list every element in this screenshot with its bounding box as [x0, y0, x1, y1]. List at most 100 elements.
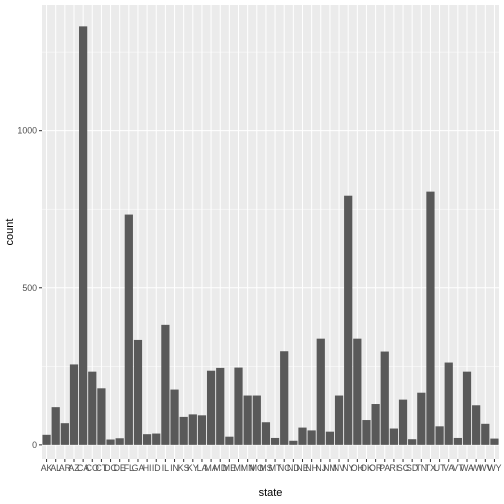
bar-MN: [243, 395, 252, 445]
bar-ND: [289, 440, 298, 445]
bar-PA: [380, 351, 389, 445]
x-tick-label-AR: AR: [59, 463, 71, 473]
y-tick-label: 0: [32, 440, 37, 450]
bar-NM: [325, 431, 335, 445]
x-tick-label-WY: WY: [487, 463, 501, 473]
bar-UT: [435, 426, 444, 445]
bar-MT: [270, 437, 280, 445]
bar-RI: [389, 428, 399, 445]
bar-MI: [234, 367, 243, 445]
bar-OK: [362, 420, 371, 445]
x-tick-label-SC: SC: [397, 463, 410, 473]
y-tick-label: 500: [22, 283, 37, 293]
x-tick-label-TN: TN: [415, 463, 427, 473]
bar-OR: [371, 404, 380, 445]
bar-SC: [398, 399, 408, 445]
x-tick-label-HI: HI: [143, 463, 152, 473]
bar-HI: [142, 434, 152, 445]
x-tick-label-DE: DE: [114, 463, 126, 473]
y-axis-ticks: 0 500 1000: [17, 126, 42, 450]
x-axis-title: state: [259, 487, 283, 499]
x-tick-label-NH: NH: [305, 463, 318, 473]
x-tick-label-UT: UT: [434, 463, 446, 473]
x-tick-label-OR: OR: [369, 463, 382, 473]
bar-DE: [115, 438, 124, 445]
bar-CA: [79, 26, 88, 445]
x-tick-label-CT: CT: [96, 463, 108, 473]
x-tick-label-AK: AK: [41, 463, 53, 473]
bar-WV: [481, 423, 490, 445]
bar-ID: [152, 433, 161, 445]
x-tick-label-AL: AL: [50, 463, 61, 473]
x-tick-label-NE: NE: [296, 463, 308, 473]
bar-MS: [261, 422, 271, 445]
x-tick-label-NC: NC: [278, 463, 291, 473]
x-tick-label-GA: GA: [132, 463, 145, 473]
x-tick-label-CO: CO: [86, 463, 99, 473]
x-tick-label-FL: FL: [124, 463, 134, 473]
x-tick-label-MS: MS: [259, 463, 272, 473]
x-tick-label-VT: VT: [452, 463, 464, 473]
bar-AL: [51, 407, 60, 445]
x-tick-label-AZ: AZ: [68, 463, 80, 473]
x-tick-label-ND: ND: [287, 463, 300, 473]
x-tick-label-RI: RI: [389, 463, 398, 473]
bar-NY: [344, 195, 353, 445]
bar-IL: [161, 324, 170, 445]
bar-NJ: [316, 338, 325, 445]
bar-AZ: [69, 364, 79, 445]
x-tick-label-IN: IN: [170, 463, 179, 473]
x-tick-label-WI: WI: [471, 463, 482, 473]
x-tick-label-VA: VA: [443, 463, 454, 473]
bar-NH: [307, 430, 316, 445]
bar-WI: [472, 405, 481, 445]
x-tick-label-MN: MN: [241, 463, 255, 473]
panel-background: [42, 5, 499, 459]
bar-CT: [97, 388, 106, 445]
bar-TN: [417, 392, 426, 445]
bar-NV: [334, 395, 344, 445]
bar-WY: [490, 438, 499, 445]
x-tick-label-CA: CA: [77, 463, 89, 473]
x-tick-label-MD: MD: [213, 463, 227, 473]
x-tick-label-MA: MA: [204, 463, 217, 473]
x-tick-label-NY: NY: [342, 463, 354, 473]
x-tick-label-TX: TX: [425, 463, 436, 473]
x-tick-label-KS: KS: [178, 463, 190, 473]
x-tick-label-IL: IL: [162, 463, 169, 473]
bar-CO: [88, 371, 97, 445]
bar-VA: [444, 362, 453, 445]
x-tick-label-KY: KY: [187, 463, 199, 473]
x-tick-label-OH: OH: [351, 463, 364, 473]
bar-FL: [124, 214, 133, 445]
bar-AR: [60, 423, 69, 445]
bar-MA: [206, 370, 216, 445]
bar-VT: [453, 437, 462, 445]
bar-GA: [133, 339, 143, 445]
bar-LA: [197, 415, 207, 445]
x-tick-label-ID: ID: [152, 463, 161, 473]
bar-DC: [106, 439, 115, 445]
x-tick-label-NJ: NJ: [315, 463, 326, 473]
bar-OH: [353, 338, 362, 445]
x-tick-label-OK: OK: [360, 463, 373, 473]
bars: [42, 26, 499, 445]
x-tick-label-MI: MI: [234, 463, 244, 473]
y-axis-title: count: [4, 219, 16, 246]
x-tick-label-PA: PA: [379, 463, 390, 473]
bar-KY: [188, 414, 197, 445]
x-tick-label-NV: NV: [333, 463, 345, 473]
bar-KS: [179, 416, 188, 445]
bar-NE: [298, 427, 307, 445]
x-tick-label-WV: WV: [478, 463, 492, 473]
bar-MD: [216, 367, 225, 445]
x-tick-label-LA: LA: [197, 463, 208, 473]
x-tick-label-MO: MO: [250, 463, 264, 473]
bar-ME: [225, 436, 234, 445]
bar-AK: [42, 434, 51, 445]
bar-WA: [462, 371, 472, 445]
bar-NC: [280, 351, 289, 445]
x-tick-label-NM: NM: [323, 463, 337, 473]
x-tick-label-ME: ME: [223, 463, 236, 473]
